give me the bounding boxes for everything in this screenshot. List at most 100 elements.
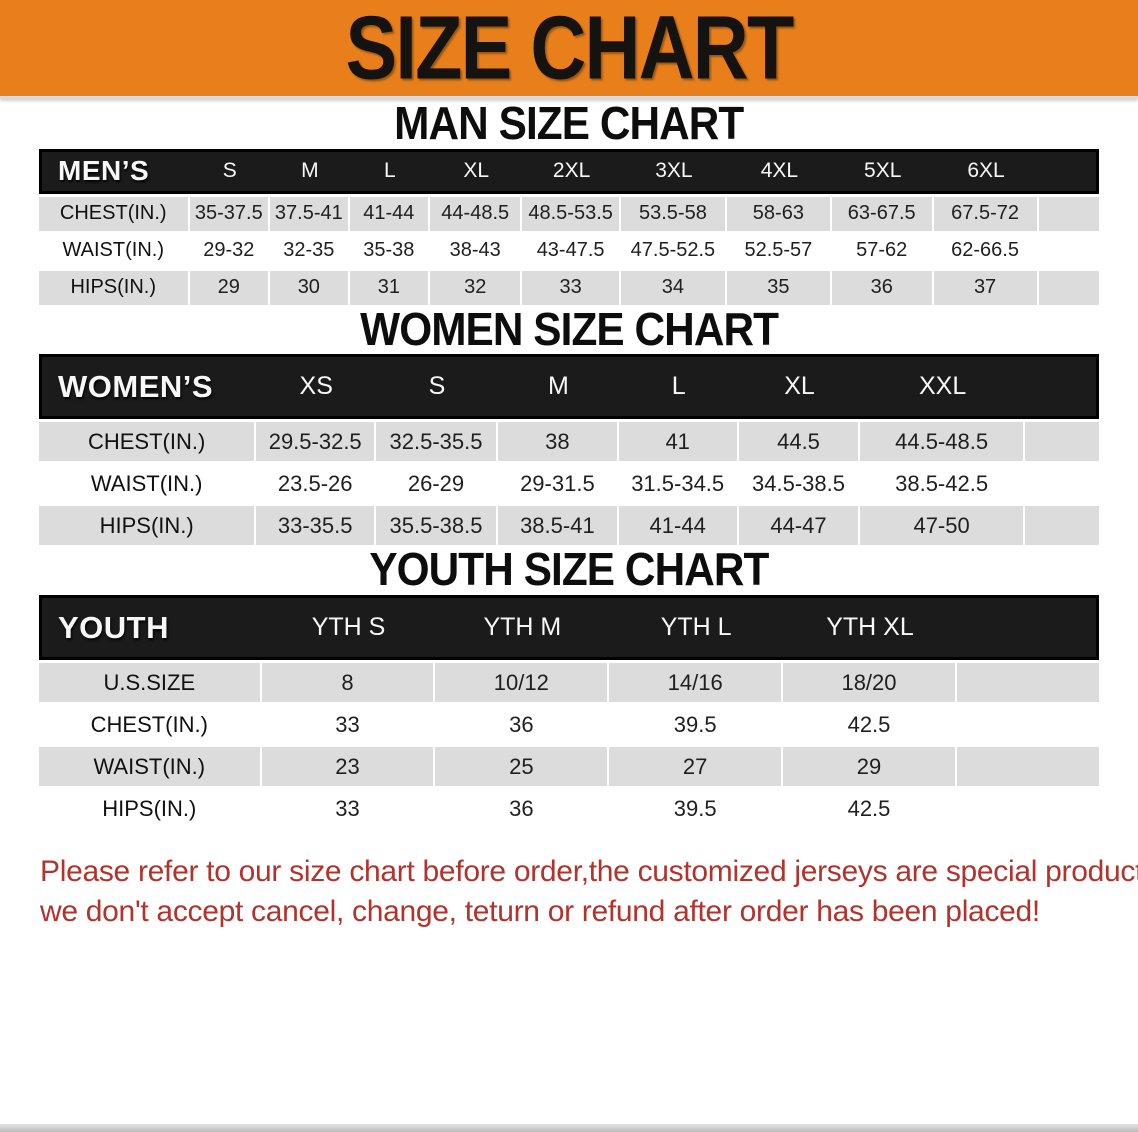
size-value-cell: 44-48.5 — [430, 193, 523, 231]
men-table-category-label: MEN’S — [39, 148, 190, 194]
size-column-header: 3XL — [620, 148, 727, 194]
size-column-header: XL — [430, 148, 523, 194]
table-row: CHEST(IN.) 35-37.5 37.5-41 41-44 44-48.5 48.5… — [39, 193, 1099, 231]
size-column-header: XS — [256, 354, 377, 420]
filler-cell — [956, 744, 1099, 787]
size-value-cell: 41-44 — [618, 503, 739, 546]
size-value-cell: 48.5-53.5 — [522, 193, 621, 231]
size-value-cell: 38.5-42.5 — [860, 461, 1025, 504]
filler-cell — [1038, 230, 1099, 268]
size-value-cell: 33-35.5 — [256, 503, 377, 546]
row-label: HIPS(IN.) — [39, 267, 190, 305]
size-column-header: XXL — [860, 354, 1025, 420]
size-value-cell: 29 — [189, 267, 271, 305]
size-value-cell: 35.5-38.5 — [376, 503, 498, 546]
table-row: WAIST(IN.) 23.5-26 26-29 29-31.5 31.5-34.5 34… — [39, 461, 1099, 504]
filler-cell — [1024, 419, 1099, 462]
youth-section-heading: YOUTH SIZE CHART — [369, 543, 769, 596]
size-value-cell: 62-66.5 — [933, 230, 1039, 268]
youth-table-header-row: YOUTH YTH S YTH M YTH L YTH XL — [39, 595, 1099, 661]
filler-cell — [1038, 267, 1099, 305]
size-value-cell: 32-35 — [270, 230, 350, 268]
size-value-cell: 67.5-72 — [933, 193, 1039, 231]
size-column-header: M — [270, 148, 350, 194]
size-value-cell: 63-67.5 — [831, 193, 934, 231]
bottom-edge-strip — [0, 1124, 1138, 1132]
size-value-cell: 58-63 — [726, 193, 832, 231]
size-value-cell: 52.5-57 — [726, 230, 832, 268]
size-value-cell: 36 — [831, 267, 934, 305]
filler-cell — [1024, 503, 1099, 546]
size-value-cell: 57-62 — [831, 230, 934, 268]
size-value-cell: 47.5-52.5 — [620, 230, 727, 268]
size-value-cell: 32.5-35.5 — [376, 419, 498, 462]
table-row: HIPS(IN.) 33 36 39.5 42.5 — [39, 786, 1099, 829]
size-value-cell: 30 — [270, 267, 350, 305]
women-table-header-row: WOMEN’S XS S M L XL XXL — [39, 354, 1099, 420]
size-value-cell: 33 — [261, 786, 436, 829]
row-label: WAIST(IN.) — [39, 744, 262, 787]
filler-cell — [956, 660, 1099, 703]
men-size-table: MEN’S S M L XL 2XL 3XL 4XL 5XL 6XL CHEST(IN.) 35-… — [39, 148, 1099, 305]
women-section-heading: WOMEN SIZE CHART — [360, 302, 779, 355]
table-row: HIPS(IN.) 29 30 31 32 33 34 35 36 37 — [39, 267, 1099, 305]
size-value-cell: 35-38 — [349, 230, 431, 268]
size-chart-banner: SIZE CHART — [0, 0, 1138, 99]
size-value-cell: 27 — [609, 744, 784, 787]
size-value-cell: 26-29 — [376, 461, 498, 504]
size-value-cell: 37.5-41 — [270, 193, 350, 231]
size-value-cell: 37 — [933, 267, 1039, 305]
order-disclaimer: Please refer to our size chart before or… — [40, 852, 1138, 931]
size-value-cell: 39.5 — [609, 702, 784, 745]
women-table-category-label: WOMEN’S — [39, 354, 257, 420]
row-label: CHEST(IN.) — [39, 702, 262, 745]
table-row: WAIST(IN.) 29-32 32-35 35-38 38-43 43-47.5 47.… — [39, 230, 1099, 268]
size-value-cell: 29-31.5 — [497, 461, 619, 504]
size-value-cell: 25 — [435, 744, 610, 787]
size-value-cell: 44-47 — [738, 503, 861, 546]
disclaimer-line-2: we don't accept cancel, change, teturn o… — [40, 894, 1040, 928]
filler-cell — [956, 702, 1099, 745]
size-value-cell: 44.5-48.5 — [860, 419, 1025, 462]
size-column-header: YTH S — [261, 595, 436, 661]
filler-cell — [1024, 354, 1099, 420]
row-label: HIPS(IN.) — [39, 503, 257, 546]
size-value-cell: 35 — [726, 267, 832, 305]
row-label: CHEST(IN.) — [39, 193, 190, 231]
size-value-cell: 43-47.5 — [522, 230, 621, 268]
size-value-cell: 14/16 — [609, 660, 784, 703]
size-column-header: S — [376, 354, 498, 420]
row-label: CHEST(IN.) — [39, 419, 257, 462]
disclaimer-line-1: Please refer to our size chart before or… — [40, 855, 1138, 889]
size-value-cell: 18/20 — [783, 660, 957, 703]
size-value-cell: 42.5 — [783, 786, 957, 829]
size-column-header: M — [497, 354, 619, 420]
size-value-cell: 34 — [620, 267, 727, 305]
row-label: U.S.SIZE — [39, 660, 262, 703]
youth-table-category-label: YOUTH — [39, 595, 262, 661]
size-value-cell: 23 — [261, 744, 436, 787]
size-value-cell: 31.5-34.5 — [618, 461, 739, 504]
size-column-header: YTH M — [435, 595, 610, 661]
table-row: CHEST(IN.) 33 36 39.5 42.5 — [39, 702, 1099, 745]
size-value-cell: 10/12 — [435, 660, 610, 703]
size-column-header: YTH XL — [783, 595, 957, 661]
size-column-header: XL — [738, 354, 861, 420]
women-size-table: WOMEN’S XS S M L XL XXL CHEST(IN.) 29.5-32.5 32… — [39, 354, 1099, 546]
size-column-header: 4XL — [726, 148, 832, 194]
size-column-header: S — [189, 148, 271, 194]
table-row: CHEST(IN.) 29.5-32.5 32.5-35.5 38 41 44.5 44.5… — [39, 419, 1099, 462]
size-column-header: 2XL — [522, 148, 621, 194]
filler-cell — [1024, 461, 1099, 504]
size-column-header: 6XL — [933, 148, 1039, 194]
size-value-cell: 38.5-41 — [497, 503, 619, 546]
men-section-heading: MAN SIZE CHART — [394, 97, 744, 149]
size-value-cell: 8 — [261, 660, 436, 703]
row-label: WAIST(IN.) — [39, 230, 190, 268]
size-value-cell: 44.5 — [738, 419, 861, 462]
filler-cell — [1038, 193, 1099, 231]
size-value-cell: 35-37.5 — [189, 193, 271, 231]
banner-title: SIZE CHART — [345, 0, 794, 98]
size-column-header: YTH L — [609, 595, 784, 661]
size-value-cell: 29-32 — [189, 230, 271, 268]
